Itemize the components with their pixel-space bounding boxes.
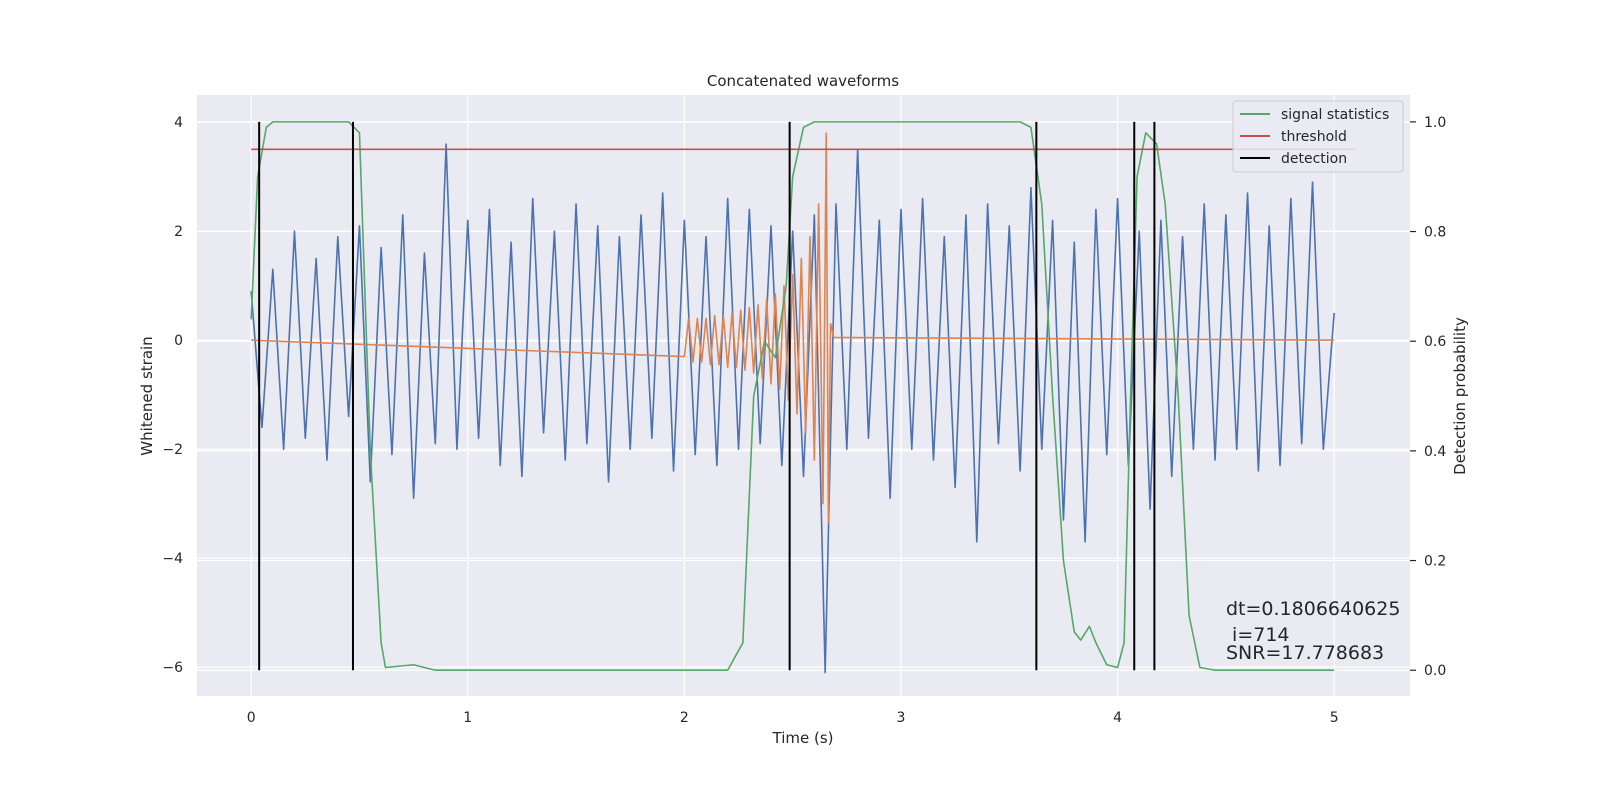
marks [250,121,1356,674]
y2-tick-label: 1.0 [1424,115,1446,131]
y2-tick-label: 0.2 [1424,554,1446,570]
legend-box [1232,100,1404,173]
y2-tick-label: 0.6 [1424,334,1446,350]
y2-tick-label: 0.4 [1424,444,1446,460]
plot-area [197,95,1410,696]
annotation: i=714 [1226,624,1290,646]
chart-title: Concatenated waveforms [707,72,899,90]
x-tick-label: 3 [897,710,906,726]
x-tick-label: 4 [1113,710,1122,726]
x-tick-label: 2 [680,710,689,726]
y-axis-label: Whitened strain [138,336,156,455]
legend-label: threshold [1281,129,1347,145]
y2-axis-label: Detection probability [1451,317,1469,475]
legend: signal statistics threshold detection [1232,100,1404,173]
annotation: SNR=17.778683 [1226,642,1384,664]
y-tick-label: 4 [174,115,183,131]
y-tick-label: −6 [162,660,183,676]
y2-tick-label: 0.0 [1424,663,1446,679]
y-tick-label: 2 [174,224,183,240]
legend-label: signal statistics [1281,107,1389,123]
series-line [251,132,1335,524]
x-tick-label: 0 [247,710,256,726]
y-tick-label: −2 [162,442,183,458]
annotation: dt=0.1806640625 [1226,598,1400,620]
legend-label: detection [1281,151,1347,167]
y2-tick-label: 0.8 [1424,225,1446,241]
x-axis-label: Time (s) [772,729,834,747]
x-tick-label: 5 [1330,710,1339,726]
x-tick-label: 1 [463,710,472,726]
y-tick-label: 0 [174,333,183,349]
series-line [250,121,1335,672]
y-tick-label: −4 [162,551,183,567]
